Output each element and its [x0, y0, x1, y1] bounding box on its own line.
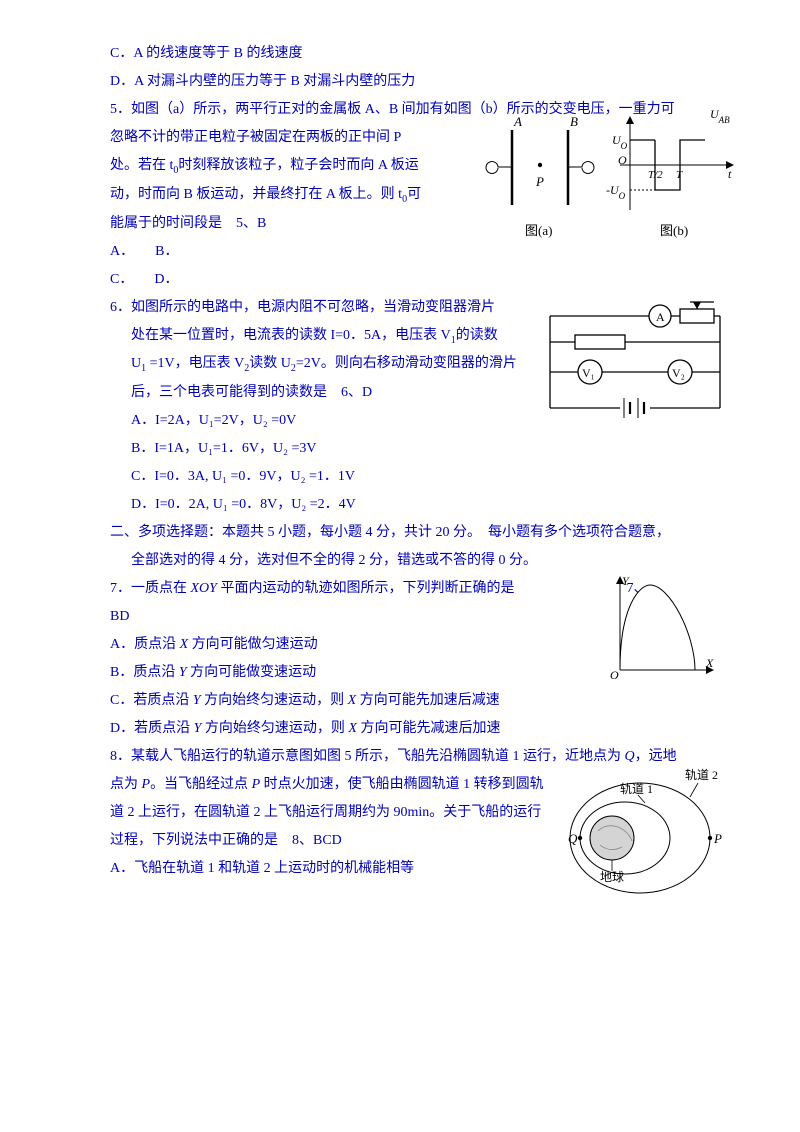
q5-block: A B P 图(a) UAB — [110, 96, 710, 294]
q5a-label-a: A — [513, 114, 522, 129]
sec2-l1: 二、多项选择题：本题共 5 小题，每小题 4 分，共计 20 分。 每小题有多个… — [110, 519, 710, 547]
q7-y: Y — [622, 574, 630, 588]
q5b-t: T — [676, 169, 683, 181]
q5b-t2: T/2 — [648, 169, 663, 181]
q6-label-v2: V₂ — [672, 366, 685, 380]
q6-circuit: A V₁ V₂ — [540, 298, 730, 428]
q8-p: P — [713, 831, 722, 846]
q7-block: Y X O 7．一质点在 XOY 平面内运动的轨迹如图所示，下列判断正确的是 7… — [110, 575, 710, 743]
svg-text:UO: UO — [612, 133, 628, 151]
q6-optC: C．I=0．3A, U₁ =0．9V，U₂ =1．1V — [110, 463, 710, 491]
svg-text:-UO: -UO — [606, 183, 626, 201]
q7-o: O — [610, 668, 619, 682]
q8-block: 轨道 1 轨道 2 Q P 地球 8．某载人飞船运行的轨道示意图如图 5 所示，… — [110, 743, 710, 883]
q6-optD: D．I=0．2A, U₁ =0．8V，U₂ =2．4V — [110, 491, 710, 519]
q7-d: D．若质点沿 Y 方向始终匀速运动，则 X 方向可能先减速后加速 — [110, 715, 710, 743]
sec2-l2: 全部选对的得 4 分，选对但不全的得 2 分，错选或不答的得 0 分。 — [110, 547, 710, 575]
q8-orbit2: 轨道 2 — [685, 768, 718, 782]
q5-figures: A B P 图(a) UAB — [480, 110, 740, 260]
q6-label-v1: V₁ — [582, 366, 595, 380]
q7-x: X — [705, 656, 714, 670]
q8-earth: 地球 — [600, 870, 624, 884]
intro-opt-d: D．A 对漏斗内壁的压力等于 B 对漏斗内壁的压力 — [110, 68, 710, 96]
q6-optB: B．I=1A，U₁=1．6V，U₂ =3V — [110, 435, 710, 463]
q5b-caption: 图(b) — [660, 223, 688, 238]
q7-trajectory: Y X O — [600, 575, 720, 685]
q5a-label-p: P — [535, 174, 544, 189]
q8-q: Q — [568, 831, 578, 846]
q5a-label-b: B — [570, 114, 578, 129]
q5b-origin: O — [618, 153, 627, 167]
q8-orbit: 轨道 1 轨道 2 Q P 地球 — [550, 763, 730, 903]
q5a-caption: 图(a) — [525, 223, 552, 238]
q6-label-a: A — [656, 310, 665, 324]
svg-text:UAB: UAB — [710, 107, 730, 125]
q6-block: A V₁ V₂ 6．如图所示的电路中，电源内阻不可忽略，当滑动变阻器滑片 处在某… — [110, 294, 710, 520]
q8-orbit1: 轨道 1 — [620, 782, 653, 796]
intro-opt-c: C．A 的线速度等于 B 的线速度 — [110, 40, 710, 68]
q5b-taxis: t — [728, 167, 732, 181]
